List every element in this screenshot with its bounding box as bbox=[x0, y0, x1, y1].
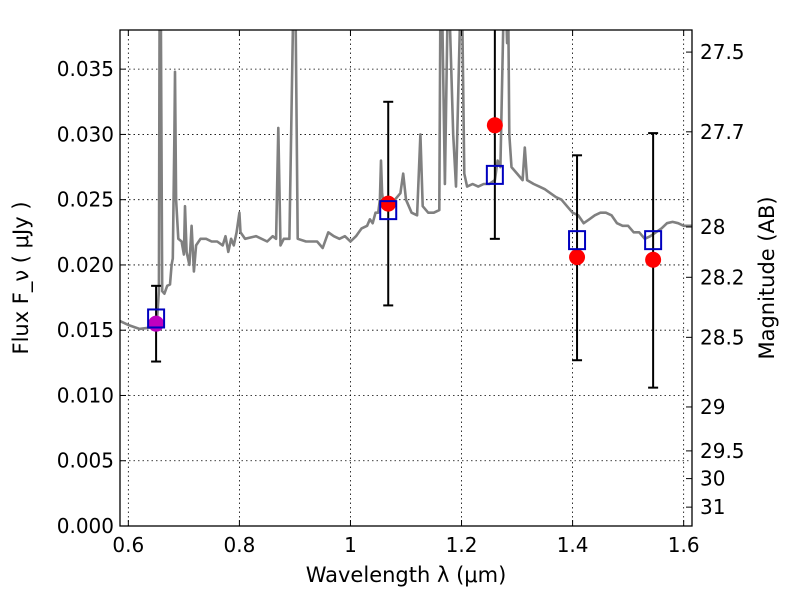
y-tick-label: 0.005 bbox=[57, 449, 114, 473]
model-point bbox=[147, 308, 166, 329]
y-tick-label: 0.025 bbox=[57, 188, 114, 212]
model-point bbox=[485, 164, 504, 185]
x-tick-label: 1.6 bbox=[668, 533, 700, 557]
model-point bbox=[379, 200, 398, 221]
y2-tick-label: 28.2 bbox=[700, 265, 745, 289]
y-tick-label: 0.000 bbox=[57, 514, 114, 538]
y-tick-label: 0.015 bbox=[57, 318, 114, 342]
x-tick-label: 0.8 bbox=[223, 533, 255, 557]
y2-tick-label: 28.5 bbox=[700, 325, 745, 349]
y-tick-label: 0.020 bbox=[57, 253, 114, 277]
observed-point bbox=[380, 195, 397, 212]
y2-tick-label: 30 bbox=[700, 467, 725, 491]
y2-tick-label: 27.7 bbox=[700, 120, 745, 144]
x-tick-label: 1.4 bbox=[557, 533, 589, 557]
model-point bbox=[568, 230, 587, 251]
y2-tick-label: 31 bbox=[700, 495, 725, 519]
observed-point bbox=[148, 315, 165, 332]
y2-axis-label: Magnitude (AB) bbox=[755, 196, 779, 359]
y2-tick-label: 29.5 bbox=[700, 439, 745, 463]
plot-frame bbox=[119, 29, 693, 527]
ticks bbox=[120, 30, 692, 527]
x-tick-label: 1.2 bbox=[446, 533, 478, 557]
y-tick-label: 0.030 bbox=[57, 122, 114, 146]
observed-point bbox=[569, 249, 586, 266]
y-tick-label: 0.010 bbox=[57, 383, 114, 407]
observed-point bbox=[486, 117, 503, 134]
y-axis-label: Flux F_ν ( μJy ) bbox=[9, 201, 34, 354]
tick-labels: 0.6 0.8 1 1.2 1.4 1.6 0.000 0.005 0.010 0.015 0.02… bbox=[57, 40, 745, 557]
x-tick-label: 0.6 bbox=[112, 533, 144, 557]
model-point bbox=[644, 230, 663, 251]
y2-tick-label: 29 bbox=[700, 395, 725, 419]
plot-area bbox=[120, 30, 692, 389]
y2-tick-label: 27.5 bbox=[700, 40, 745, 64]
x-tick-label: 1 bbox=[344, 533, 357, 557]
y-tick-label: 0.035 bbox=[57, 57, 114, 81]
observed-point bbox=[645, 251, 662, 268]
y2-tick-label: 28 bbox=[700, 215, 725, 239]
x-axis-label: Wavelength λ (μm) bbox=[306, 563, 507, 587]
